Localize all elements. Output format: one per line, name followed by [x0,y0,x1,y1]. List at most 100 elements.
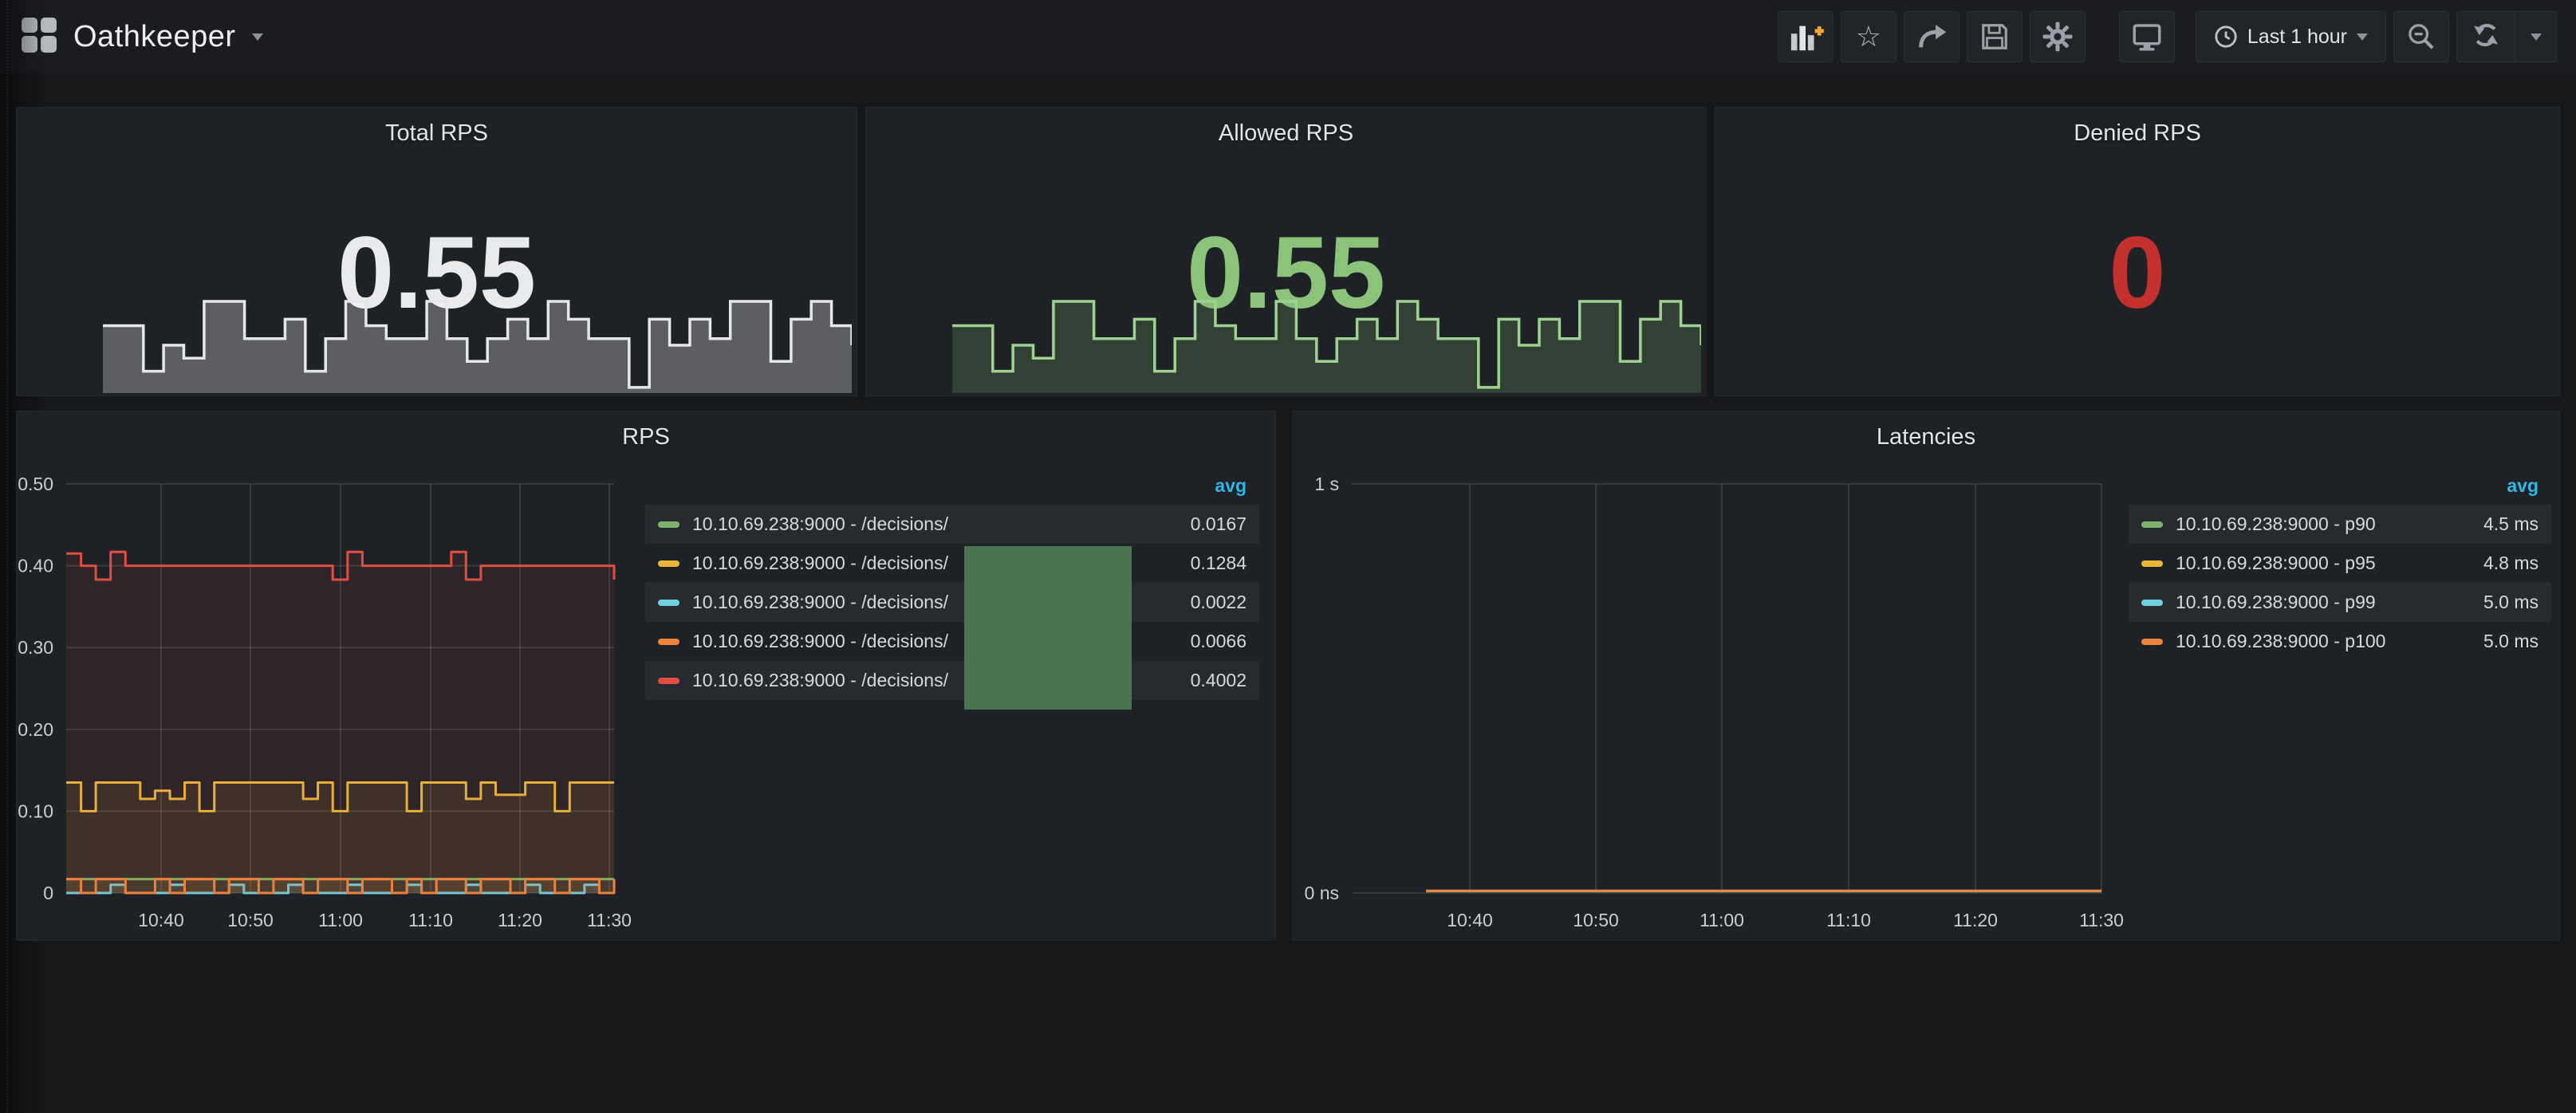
clock-icon [2214,25,2238,49]
svg-text:11:00: 11:00 [1700,910,1744,930]
legend-avg-value: 5.0 ms [2483,592,2539,612]
legend-avg-value: 0.0066 [1190,631,1247,651]
panel-rps-graph: RPS 0 0.10 0.20 0.30 0.40 0.50 10:40 10:50 11:00… [16,411,1276,941]
legend-series-label: 10.10.69.238:9000 - p100 [2176,631,2386,651]
svg-text:11:10: 11:10 [408,910,453,930]
svg-text:10:50: 10:50 [1573,910,1619,930]
legend-row[interactable]: 10.10.69.238:9000 - p95 4.8 ms [2129,544,2551,583]
sparkline-allowed-rps [952,300,1701,393]
panel-title-rps[interactable]: RPS [622,424,670,450]
share-dashboard-button[interactable] [1903,11,1960,62]
svg-text:0.30: 0.30 [18,637,53,658]
svg-text:11:30: 11:30 [587,910,632,930]
svg-text:11:00: 11:00 [318,910,363,930]
series-color-swatch-icon [2141,599,2163,606]
svg-text:10:40: 10:40 [138,910,184,930]
star-icon: ☆ [1855,20,1882,53]
legend-row[interactable]: 10.10.69.238:9000 - p100 5.0 ms [2129,622,2551,661]
legend-row[interactable]: 10.10.69.238:9000 - /decisions/0.1284 [645,544,1259,583]
page-title: Oathkeeper [73,19,236,53]
star-dashboard-button[interactable]: ☆ [1840,11,1897,62]
refresh-button-group [2456,11,2557,62]
svg-text:0.20: 0.20 [18,719,53,740]
latencies-chart-plot[interactable]: 0 ns 1 s 10:40 10:50 11:00 11:10 11:20 11:30 [1293,411,2559,940]
settings-gear-icon [2042,21,2074,53]
zoom-out-button[interactable] [2393,11,2449,62]
svg-text:0.10: 0.10 [18,800,53,821]
legend-series-label: 10.10.69.238:9000 - /decisions/ [692,553,948,573]
add-panel-button[interactable] [1777,11,1834,62]
legend-avg-value: 0.4002 [1190,670,1247,690]
legend-series-label: 10.10.69.238:9000 - p99 [2176,592,2376,612]
panel-allowed-rps: Allowed RPS 0.55 [865,107,1707,396]
legend-avg-value: 5.0 ms [2483,631,2539,651]
stat-value-denied-rps: 0 [2109,216,2166,330]
svg-text:0.40: 0.40 [18,556,53,576]
toolbar: ☆ [1771,11,2557,62]
panel-title-allowed-rps[interactable]: Allowed RPS [1218,120,1354,146]
add-panel-icon [1787,20,1824,53]
refresh-interval-dropdown[interactable] [2515,12,2556,61]
svg-text:10:40: 10:40 [1447,910,1493,930]
legend-avg-value: 0.0022 [1190,592,1247,612]
series-color-swatch-icon [658,599,679,606]
panel-title-total-rps[interactable]: Total RPS [385,120,488,146]
svg-text:0 ns: 0 ns [1305,883,1339,903]
legend-rows: 10.10.69.238:9000 - p90 4.5 ms 10.10.69.23… [2129,505,2551,661]
dashboard-title-menu[interactable]: Oathkeeper [21,0,263,73]
rps-legend: avg 10.10.69.238:9000 - /decisions/0.016… [645,475,1259,700]
legend-row[interactable]: 10.10.69.238:9000 - /decisions/0.0167 [645,505,1259,544]
legend-avg-value: 4.8 ms [2483,553,2539,573]
series-color-swatch-icon [658,521,679,528]
panel-latencies-graph: Latencies 0 ns 1 s 10:40 10:50 11:00 11:10 11:… [1292,411,2560,941]
series-color-swatch-icon [658,677,679,684]
legend-avg-value: 4.5 ms [2483,513,2539,534]
legend-avg-value: 0.0167 [1190,513,1247,534]
panel-total-rps: Total RPS 0.55 [16,107,857,396]
sparkline-total-rps [103,300,852,393]
svg-text:10:50: 10:50 [227,910,274,930]
cycle-view-button[interactable] [2118,11,2175,62]
series-color-swatch-icon [658,560,679,567]
panel-title-denied-rps[interactable]: Denied RPS [2074,120,2201,146]
stat-value-allowed-rps: 0.55 [1186,216,1386,330]
rps-chart-plot[interactable]: 0 0.10 0.20 0.30 0.40 0.50 10:40 10:50 11:00 11:1… [17,411,1275,940]
stat-value-total-rps: 0.55 [337,216,537,330]
legend-sort-avg[interactable]: avg [1215,475,1247,496]
legend-avg-value: 0.1284 [1190,553,1247,573]
legend-series-label: 10.10.69.238:9000 - /decisions/ [692,670,948,690]
time-range-label: Last 1 hour [2247,25,2347,48]
legend-series-label: 10.10.69.238:9000 - p95 [2176,553,2376,573]
legend-row[interactable]: 10.10.69.238:9000 - p99 5.0 ms [2129,583,2551,622]
svg-text:11:30: 11:30 [2079,910,2124,930]
save-dashboard-button[interactable] [1966,11,2023,62]
legend-series-label: 10.10.69.238:9000 - /decisions/ [692,513,948,534]
time-range-caret-icon [2357,33,2368,41]
refresh-icon [2470,19,2502,55]
tv-cycle-icon [2130,20,2164,53]
svg-text:0.50: 0.50 [18,474,53,494]
share-icon [1916,21,1948,53]
legend-series-label: 10.10.69.238:9000 - /decisions/ [692,592,948,612]
svg-text:0: 0 [43,883,53,903]
navbar: Oathkeeper ☆ [0,0,2576,73]
svg-text:11:10: 11:10 [1826,910,1871,930]
legend-series-label: 10.10.69.238:9000 - p90 [2176,513,2376,534]
legend-rows: 10.10.69.238:9000 - /decisions/0.0167 10.… [645,505,1259,700]
dashboard-settings-button[interactable] [2029,11,2086,62]
panel-denied-rps: Denied RPS 0 [1715,107,2560,396]
series-color-swatch-icon [2141,638,2163,645]
legend-sort-avg[interactable]: avg [2507,475,2539,496]
zoom-out-icon [2405,21,2437,53]
legend-row[interactable]: 10.10.69.238:9000 - /decisions/0.4002 [645,661,1259,700]
grid-logo-icon [21,17,57,57]
series-color-swatch-icon [2141,560,2163,567]
legend-row[interactable]: 10.10.69.238:9000 - p90 4.5 ms [2129,505,2551,544]
time-range-picker[interactable]: Last 1 hour [2195,11,2386,62]
legend-row[interactable]: 10.10.69.238:9000 - /decisions/0.0066 [645,622,1259,661]
legend-row[interactable]: 10.10.69.238:9000 - /decisions/0.0022 [645,583,1259,622]
refresh-button[interactable] [2457,12,2515,61]
panel-title-latencies[interactable]: Latencies [1876,424,1976,450]
series-color-swatch-icon [2141,521,2163,528]
